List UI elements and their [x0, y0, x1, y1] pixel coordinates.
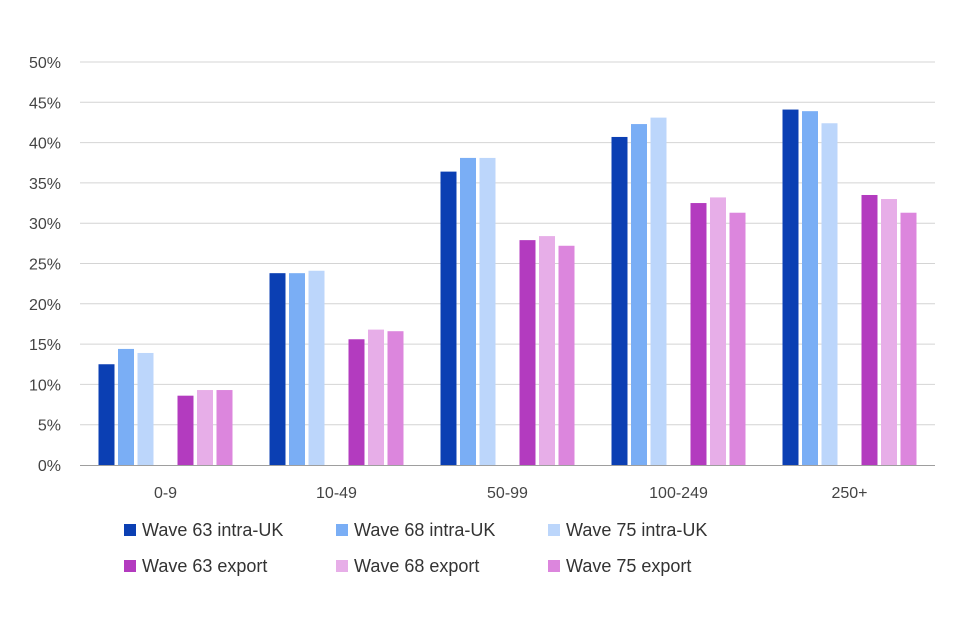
y-tick-label: 45% [29, 95, 61, 112]
legend-item-wave-75-intra-uk: Wave 75 intra-UK [548, 518, 760, 542]
bar-wave-75-intra-uk-10-49 [308, 270, 325, 465]
legend-swatch [124, 524, 136, 536]
bar-wave-63-export-250- [861, 194, 878, 466]
legend-label: Wave 63 intra-UK [142, 519, 284, 540]
x-tick-label: 50-99 [487, 485, 528, 502]
bar-wave-68-intra-uk-100-249 [631, 124, 647, 465]
x-axis-tick-labels: 0-9 10-49 50-99 100-249 250+ [154, 485, 868, 502]
x-tick-label: 100-249 [649, 485, 708, 502]
bar-wave-75-export-50-99 [558, 245, 575, 465]
bar-wave-63-intra-uk-10-49 [269, 273, 286, 465]
bar-wave-75-intra-uk-100-249 [650, 117, 667, 465]
bar-wave-68-export-0-9 [197, 390, 213, 465]
bar-wave-63-intra-uk-100-249 [611, 136, 628, 465]
legend-item-wave-63-intra-uk: Wave 63 intra-UK [124, 518, 336, 542]
bar-wave-68-export-250- [881, 199, 897, 465]
y-tick-label: 20% [29, 297, 61, 314]
bar-wave-63-intra-uk-50-99 [440, 171, 457, 465]
legend-item-wave-68-export: Wave 68 export [336, 554, 548, 578]
bar-wave-68-intra-uk-0-9 [118, 348, 134, 465]
bar-wave-68-export-10-49 [368, 329, 384, 465]
y-tick-label: 15% [29, 337, 61, 354]
bar-wave-75-intra-uk-250- [821, 123, 838, 466]
y-tick-label: 0% [38, 458, 61, 475]
legend-item-wave-75-export: Wave 75 export [548, 554, 760, 578]
legend-swatch [124, 560, 136, 572]
y-tick-label: 30% [29, 216, 61, 233]
legend-label: Wave 75 export [566, 555, 692, 576]
x-tick-label: 10-49 [316, 485, 357, 502]
bar-wave-63-intra-uk-0-9 [98, 364, 115, 465]
bar-wave-68-export-100-249 [710, 197, 726, 465]
bar-wave-75-intra-uk-50-99 [479, 157, 496, 465]
y-tick-label: 10% [29, 377, 61, 394]
y-tick-label: 25% [29, 257, 61, 274]
bar-wave-75-intra-uk-0-9 [137, 352, 154, 465]
legend-item-wave-68-intra-uk: Wave 68 intra-UK [336, 518, 548, 542]
bar-wave-68-intra-uk-50-99 [460, 157, 476, 465]
bar-wave-63-intra-uk-250- [782, 109, 799, 465]
legend-label: Wave 68 export [354, 555, 480, 576]
bar-wave-75-export-100-249 [729, 212, 746, 465]
bar-wave-75-export-0-9 [216, 390, 233, 465]
y-axis-tick-labels: 0% 5% 10% 15% 20% 25% 30% 35% 40% 45% 50% [29, 55, 61, 475]
legend-item-wave-63-export: Wave 63 export [124, 554, 336, 578]
bar-wave-68-intra-uk-10-49 [289, 273, 305, 465]
bar-wave-63-export-0-9 [177, 395, 194, 465]
legend-swatch [336, 560, 348, 572]
legend-label: Wave 63 export [142, 555, 268, 576]
bar-wave-75-export-10-49 [387, 331, 404, 465]
bar-wave-63-export-50-99 [519, 240, 536, 465]
legend-label: Wave 75 intra-UK [566, 519, 708, 540]
gridlines [80, 61, 935, 426]
x-tick-label: 250+ [831, 485, 867, 502]
legend-swatch [548, 524, 560, 536]
bar-wave-75-export-250- [900, 212, 917, 465]
bar-wave-68-export-50-99 [539, 236, 555, 465]
y-tick-label: 40% [29, 136, 61, 153]
y-tick-label: 5% [38, 418, 61, 435]
legend: Wave 63 intra-UK Wave 68 intra-UK Wave 7… [124, 518, 764, 578]
bar-wave-63-export-10-49 [348, 339, 365, 465]
legend-swatch [548, 560, 560, 572]
y-tick-label: 35% [29, 176, 61, 193]
legend-swatch [336, 524, 348, 536]
y-tick-label: 50% [29, 55, 61, 72]
bars [98, 109, 917, 466]
bar-wave-63-export-100-249 [690, 203, 707, 466]
legend-label: Wave 68 intra-UK [354, 519, 496, 540]
bar-wave-68-intra-uk-250- [802, 111, 818, 465]
x-tick-label: 0-9 [154, 485, 177, 502]
